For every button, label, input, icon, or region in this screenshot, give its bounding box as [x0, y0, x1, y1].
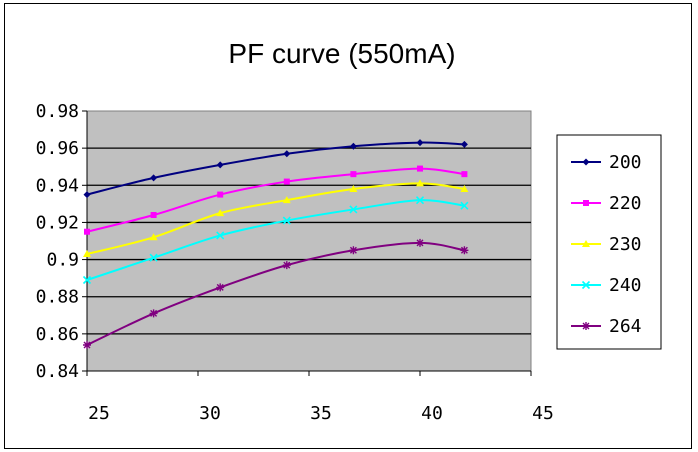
legend-box: [556, 134, 662, 350]
x-tick-label: 25: [88, 403, 110, 424]
legend-swatch-marker: [582, 240, 590, 247]
legend-item-230: 230: [571, 234, 642, 255]
data-point: [216, 161, 224, 169]
data-point: [349, 246, 358, 255]
data-point: [150, 174, 158, 182]
legend-item-200: 200: [571, 152, 642, 173]
data-point: [460, 246, 469, 255]
plot-area: [86, 110, 532, 372]
data-point: [282, 196, 291, 204]
data-point: [460, 201, 469, 210]
data-point: [349, 205, 358, 214]
data-point: [216, 209, 225, 217]
data-point: [149, 309, 158, 318]
legend-item-264: 264: [571, 316, 642, 337]
y-axis-ticks: 0.98 0.96 0.94 0.92 0.9 0.88 0.86 0.84: [36, 101, 87, 382]
data-point: [460, 185, 469, 192]
data-point: [84, 228, 90, 235]
legend-swatch-marker: [581, 280, 591, 290]
x-tick-label: 45: [532, 403, 554, 424]
data-point: [282, 261, 291, 270]
data-point: [415, 196, 425, 205]
x-tick-label: 40: [421, 403, 443, 424]
data-point: [349, 185, 358, 192]
legend-label: 264: [609, 316, 642, 337]
series-lines: [82, 139, 469, 349]
legend-swatch-marker: [582, 158, 590, 166]
series-240: [82, 196, 469, 285]
data-point: [150, 212, 157, 218]
legend-label: 230: [609, 234, 642, 255]
data-point: [283, 150, 291, 158]
gridlines: [86, 111, 531, 372]
legend-item-220: 220: [571, 193, 642, 214]
y-tick-label: 0.92: [36, 212, 79, 233]
x-tick-label: 35: [310, 403, 332, 424]
data-point: [83, 250, 91, 257]
data-point: [149, 233, 158, 241]
y-tick-label: 0.9: [46, 250, 79, 271]
data-point: [349, 142, 357, 150]
legend-swatch-marker: [583, 200, 589, 206]
data-point: [217, 191, 224, 198]
data-point: [461, 171, 468, 178]
legend-label: 220: [609, 193, 642, 214]
data-point: [282, 216, 291, 225]
data-point: [216, 231, 225, 240]
data-point: [350, 171, 357, 178]
data-point: [417, 165, 423, 172]
data-point: [82, 275, 92, 285]
y-tick-label: 0.96: [36, 138, 79, 159]
data-point: [149, 253, 158, 262]
y-tick-label: 0.98: [36, 101, 79, 122]
data-point: [283, 178, 290, 185]
x-tick-label: 30: [199, 403, 221, 424]
data-point: [416, 238, 424, 247]
legend-label: 200: [609, 152, 642, 173]
legend-label: 240: [609, 275, 642, 296]
series-200: [83, 139, 468, 199]
series-220: [84, 165, 468, 235]
legend: 200 220 230 240 264: [556, 134, 662, 350]
y-tick-label: 0.86: [36, 324, 79, 345]
y-tick-label: 0.88: [36, 287, 79, 308]
y-tick-label: 0.84: [36, 361, 79, 382]
data-point: [416, 139, 424, 147]
series-230: [83, 179, 469, 257]
y-tick-label: 0.94: [36, 175, 79, 196]
legend-item-240: 240: [571, 275, 642, 296]
chart-title: PF curve (550mA): [228, 38, 455, 69]
series-264: [83, 238, 469, 349]
data-point: [416, 179, 424, 187]
legend-swatch-marker: [582, 322, 590, 330]
data-point: [83, 191, 91, 199]
data-point: [216, 283, 225, 292]
x-axis-ticks: 25 30 35 40 45: [86, 371, 554, 424]
data-point: [83, 341, 91, 349]
data-point: [460, 140, 468, 148]
